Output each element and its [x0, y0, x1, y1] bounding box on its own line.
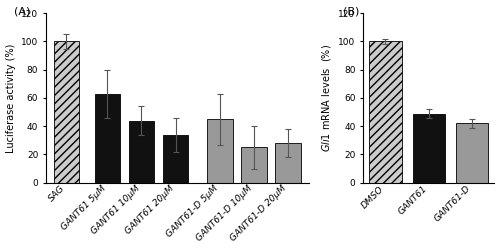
Y-axis label: Luciferase activity (%): Luciferase activity (%) [6, 43, 16, 153]
Bar [456, 124, 488, 183]
Bar [241, 147, 267, 183]
Bar [412, 114, 445, 183]
Bar [207, 119, 233, 183]
Bar [128, 121, 154, 183]
Text: (A): (A) [14, 6, 31, 16]
Bar [276, 143, 301, 183]
Bar [163, 135, 188, 183]
Y-axis label: $\it{Gli1}$ mRNA levels  (%): $\it{Gli1}$ mRNA levels (%) [320, 44, 332, 152]
Bar [94, 94, 120, 183]
Bar [54, 42, 80, 183]
Text: (B): (B) [344, 6, 360, 16]
Bar [369, 42, 402, 183]
